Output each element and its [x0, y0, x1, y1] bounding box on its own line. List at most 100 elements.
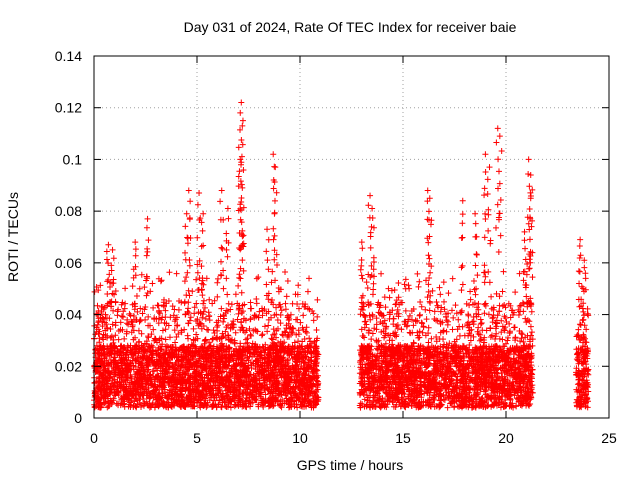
data-point — [458, 287, 465, 294]
data-point — [261, 323, 268, 330]
data-point — [414, 270, 421, 277]
data-point — [173, 334, 180, 341]
data-point — [431, 308, 438, 315]
data-point — [102, 311, 109, 318]
data-point — [255, 274, 262, 281]
data-point — [185, 305, 192, 312]
data-point — [97, 282, 104, 289]
data-point — [364, 285, 371, 292]
data-point — [277, 311, 284, 318]
data-point — [292, 316, 299, 323]
data-point — [386, 294, 393, 301]
data-point — [289, 330, 296, 337]
data-point — [237, 340, 244, 347]
data-point — [193, 276, 200, 283]
data-point — [274, 316, 281, 323]
data-point — [191, 310, 198, 317]
data-point — [232, 291, 239, 298]
data-point — [247, 331, 254, 338]
data-point — [138, 330, 145, 337]
data-point — [517, 338, 524, 345]
data-points — [91, 99, 592, 411]
data-point — [273, 334, 280, 341]
data-point — [162, 307, 169, 314]
data-point — [295, 338, 302, 345]
data-point — [115, 336, 122, 343]
data-point — [224, 291, 231, 298]
data-point — [478, 319, 485, 326]
data-point — [221, 315, 228, 322]
data-point — [122, 300, 129, 307]
data-point — [205, 327, 212, 334]
data-point — [183, 274, 190, 281]
data-point — [232, 329, 239, 336]
data-point — [210, 335, 217, 342]
data-point — [166, 269, 173, 276]
data-point — [270, 326, 277, 333]
data-point — [103, 321, 110, 328]
data-point — [282, 269, 289, 276]
data-point — [313, 327, 320, 334]
data-point — [448, 307, 455, 314]
data-point — [193, 331, 200, 338]
data-point — [402, 276, 409, 283]
data-point — [155, 309, 162, 316]
data-point — [181, 300, 188, 307]
data-point — [470, 333, 477, 340]
data-point — [426, 307, 433, 314]
data-point — [150, 326, 157, 333]
data-point — [295, 331, 302, 338]
data-point — [193, 300, 200, 307]
data-point — [282, 306, 289, 313]
data-point — [194, 269, 201, 276]
data-point — [170, 312, 177, 319]
data-point — [135, 327, 142, 334]
data-point — [96, 335, 103, 342]
data-point — [173, 270, 180, 277]
data-point — [528, 329, 535, 336]
data-point — [122, 285, 129, 292]
data-point — [141, 284, 148, 291]
data-point — [278, 307, 285, 314]
data-point — [214, 293, 221, 300]
data-point — [127, 312, 134, 319]
data-point — [416, 278, 423, 285]
data-point — [306, 306, 313, 313]
data-point — [485, 311, 492, 318]
data-point — [265, 322, 272, 329]
data-point — [512, 334, 519, 341]
data-point — [526, 318, 533, 325]
data-point — [162, 326, 169, 333]
data-point — [381, 294, 388, 301]
data-point — [499, 288, 506, 295]
data-point — [433, 298, 440, 305]
data-point — [253, 328, 260, 335]
data-point — [496, 302, 503, 309]
data-point — [118, 313, 125, 320]
data-point — [210, 327, 217, 334]
data-point — [304, 288, 311, 295]
data-point — [259, 331, 266, 338]
data-point — [258, 332, 265, 339]
data-point — [134, 308, 141, 315]
data-point — [529, 274, 536, 281]
data-point — [300, 312, 307, 319]
data-point — [303, 329, 310, 336]
data-point — [283, 395, 290, 402]
data-point — [104, 359, 111, 366]
data-point — [253, 275, 260, 282]
data-point — [149, 280, 156, 287]
data-point — [206, 317, 213, 324]
data-point — [235, 282, 242, 289]
data-point — [314, 296, 321, 303]
data-point — [240, 267, 247, 274]
data-point — [270, 331, 277, 338]
data-point — [175, 330, 182, 337]
data-point — [360, 300, 367, 307]
data-point — [243, 336, 250, 343]
data-point — [314, 313, 321, 320]
data-point — [138, 271, 145, 278]
data-point — [199, 277, 206, 284]
data-point — [277, 320, 284, 327]
